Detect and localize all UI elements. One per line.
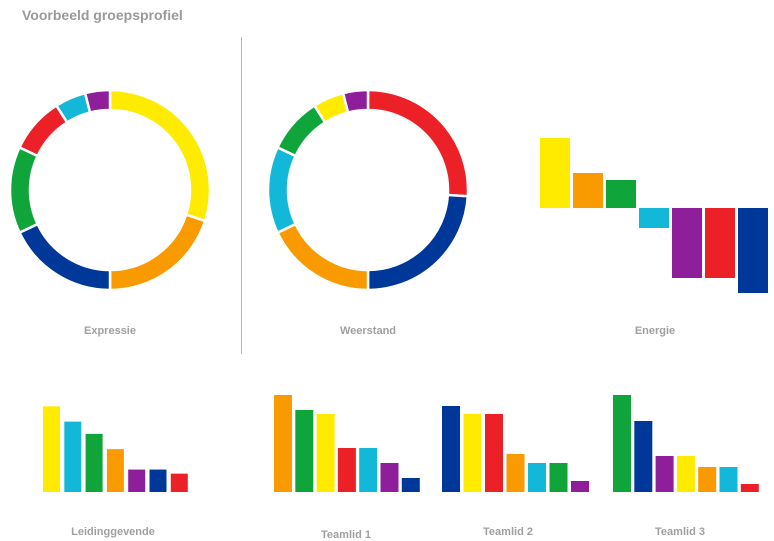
leidinggevende-bar-green — [85, 433, 103, 492]
energie-bar-blue — [738, 208, 768, 293]
chart-title-weerstand: Weerstand — [339, 325, 397, 337]
leidinggevende-bar-blue — [149, 469, 167, 492]
teamlid-1-bar-green — [295, 410, 314, 492]
teamlid-1-bar-orange — [274, 395, 292, 492]
chart-title-teamlid-3: Teamlid 3 — [655, 526, 705, 538]
teamlid-3-bar-red — [740, 484, 759, 492]
teamlid-2-bar-red — [485, 414, 503, 492]
weerstand-slice-blue — [366, 193, 470, 292]
teamlid-3-bar-orange — [698, 467, 717, 492]
chart-title-teamlid-2: Teamlid 2 — [483, 526, 533, 538]
weerstand-slice-red — [366, 88, 470, 198]
energie-bar-yellow — [540, 138, 570, 208]
expressie-slice-yellow — [108, 88, 212, 223]
leidinggevende-bar-cyan — [64, 421, 82, 492]
leidinggevende-bar-red — [170, 473, 188, 492]
teamlid-3-bar-cyan — [719, 467, 738, 492]
chart-title-expressie: Expressie — [84, 325, 136, 337]
teamlid-2-bar-cyan — [528, 463, 546, 492]
teamlid-1-bar-cyan — [359, 448, 378, 492]
weerstand-slice-purple — [341, 88, 370, 115]
chart-title-teamlid-1: Teamlid 1 — [321, 529, 371, 541]
leidinggevende-bar-orange — [106, 449, 124, 492]
teamlid-1-bar-purple — [380, 463, 399, 492]
teamlid-2-bar-green — [549, 463, 568, 492]
teamlid-2-bar-orange — [506, 454, 525, 492]
teamlid-3-bar-purple — [655, 456, 674, 492]
teamlid-1-bar-blue — [401, 478, 420, 492]
weerstand-slice-orange — [275, 222, 370, 292]
energie-bar-purple — [672, 208, 702, 278]
teamlid-2-bar-yellow — [463, 414, 482, 492]
teamlid-3-bar-green — [613, 395, 631, 492]
page-title: Voorbeeld groepsprofiel — [22, 7, 183, 23]
expressie-slice-purple — [83, 88, 112, 115]
chart-title-leidinggevende: Leidinggevende — [71, 526, 155, 538]
teamlid-2-bar-blue — [442, 406, 460, 492]
expressie-slice-blue — [17, 222, 112, 292]
leidinggevende-bar-purple — [128, 469, 146, 492]
energie-bar-red — [705, 208, 735, 278]
teamlid-1-bar-red — [337, 448, 356, 492]
teamlid-3-bar-yellow — [676, 456, 695, 492]
energie-bar-green — [606, 180, 636, 208]
teamlid-3-bar-blue — [634, 421, 653, 492]
energie-bar-orange — [573, 173, 603, 208]
leidinggevende-bar-yellow — [43, 406, 60, 492]
weerstand-slice-cyan — [266, 145, 298, 235]
teamlid-1-bar-yellow — [316, 414, 335, 492]
vertical-divider — [241, 37, 242, 354]
expressie-slice-green — [8, 145, 40, 235]
teamlid-2-bar-purple — [571, 481, 589, 492]
chart-title-energie: Energie — [634, 325, 676, 337]
expressie-slice-orange — [108, 213, 207, 292]
energie-bar-cyan — [639, 208, 669, 228]
